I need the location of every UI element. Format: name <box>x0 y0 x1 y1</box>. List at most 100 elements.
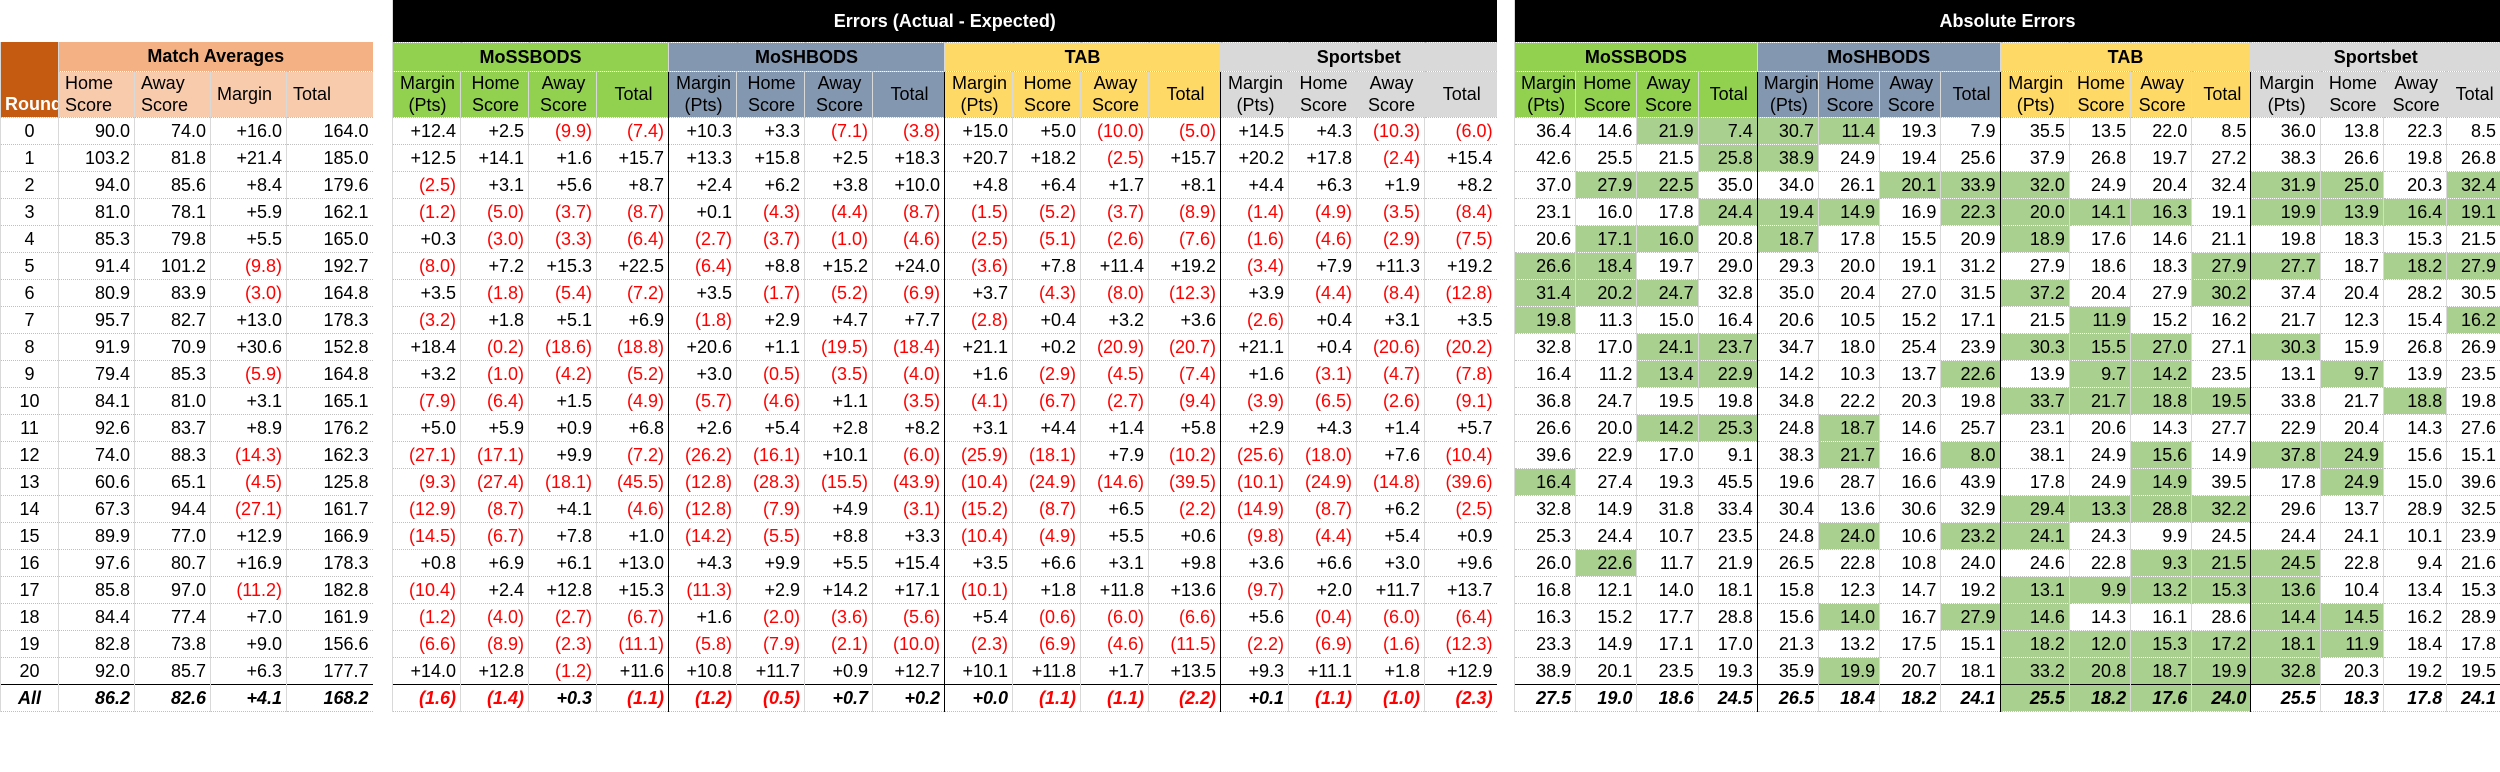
value-cell: 25.5 <box>2250 683 2321 712</box>
value-cell: (5.1) <box>1012 225 1081 253</box>
column-header: Away Score <box>1356 71 1425 118</box>
col-header-line1: Total <box>293 83 332 104</box>
value-cell: (2.3) <box>944 630 1013 658</box>
value-cell: 60.6 <box>58 468 135 496</box>
value-cell: +12.7 <box>872 657 945 685</box>
value-cell: +7.2 <box>460 252 529 280</box>
value-cell: +10.3 <box>668 117 737 145</box>
value-cell: 14.2 <box>1756 360 1819 388</box>
value-cell: 80.7 <box>134 549 211 577</box>
col-header-line2: Score <box>1583 95 1631 115</box>
value-cell: 24.9 <box>2319 468 2384 496</box>
value-cell: (3.0) <box>460 225 529 253</box>
value-cell: (7.8) <box>1423 360 1497 388</box>
value-cell: (11.3) <box>668 576 737 604</box>
value-cell: 30.2 <box>2191 279 2251 307</box>
col-header-line2: Score <box>1826 95 1874 115</box>
value-cell: (1.2) <box>392 198 461 226</box>
value-cell: 23.5 <box>1636 657 1699 685</box>
table-row: 17 85.8 97.0 (11.2) 182.8 <box>0 576 373 604</box>
column-header: Total <box>285 71 373 118</box>
value-cell: 177.7 <box>285 657 373 685</box>
value-cell: 17.0 <box>1575 333 1637 361</box>
value-cell: 185.0 <box>285 144 373 172</box>
table-row: 9 79.4 85.3 (5.9) 164.8 <box>0 360 373 388</box>
group-header: TAB <box>944 42 1221 72</box>
value-cell: +0.4 <box>1012 306 1081 334</box>
table-row: 18 84.4 77.4 +7.0 161.9 <box>0 603 373 631</box>
value-cell: +5.0 <box>1012 117 1081 145</box>
col-header-line2: Score <box>1091 95 1140 115</box>
value-cell: (1.2) <box>528 657 597 685</box>
value-cell: +1.0 <box>596 522 669 550</box>
value-cell: 16.8 <box>1513 576 1576 604</box>
value-cell: 22.8 <box>2068 549 2131 577</box>
value-cell: (6.0) <box>1423 117 1497 145</box>
value-cell: +9.0 <box>210 630 287 658</box>
value-cell: 20.0 <box>1575 414 1637 442</box>
value-cell: +0.2 <box>1012 333 1081 361</box>
table-row: 23.1 16.0 17.8 24.4 19.4 14.9 16.9 22.3 20.0 14.1… <box>1513 198 2500 226</box>
value-cell: 23.2 <box>1940 522 2001 550</box>
value-cell: (4.3) <box>736 198 805 226</box>
value-cell: 18.1 <box>1697 576 1758 604</box>
value-cell: (10.4) <box>1423 441 1497 469</box>
table-row: (8.0) +7.2 +15.3 +22.5 (6.4) +8.8 +15.2 +24.0 (3… <box>392 252 1497 280</box>
value-cell: 38.1 <box>1999 441 2070 469</box>
table-row: All 86.2 82.6 +4.1 168.2 <box>0 683 373 712</box>
value-cell: +11.3 <box>1356 252 1425 280</box>
value-cell: +5.0 <box>392 414 461 442</box>
table-row: 36.8 24.7 19.5 19.8 34.8 22.2 20.3 19.8 33.7 21.7… <box>1513 387 2500 415</box>
col-header-line1: Away <box>1646 72 1691 93</box>
value-cell: +3.3 <box>872 522 945 550</box>
value-cell: 164.0 <box>285 117 373 145</box>
value-cell: 20.6 <box>2068 414 2131 442</box>
value-cell: 14.9 <box>1575 495 1637 523</box>
value-cell: 13.4 <box>1636 360 1699 388</box>
value-cell: (14.6) <box>1080 468 1149 496</box>
value-cell: 8.5 <box>2446 117 2500 145</box>
value-cell: 17.7 <box>1636 603 1699 631</box>
value-cell: +11.7 <box>1356 576 1425 604</box>
value-cell: (2.3) <box>528 630 597 658</box>
value-cell: +12.5 <box>392 144 461 172</box>
col-header-line2: Score <box>1299 95 1348 115</box>
value-cell: (6.4) <box>1423 603 1497 631</box>
value-cell: 16.9 <box>1879 198 1941 226</box>
value-cell: 29.4 <box>1999 495 2070 523</box>
value-cell: 15.0 <box>2383 468 2447 496</box>
value-cell: +6.3 <box>210 657 287 685</box>
value-cell: 32.8 <box>1513 495 1576 523</box>
value-cell: 19.3 <box>1879 117 1941 145</box>
value-cell: (5.2) <box>1012 198 1081 226</box>
value-cell: 27.6 <box>2446 414 2500 442</box>
value-cell: (6.0) <box>872 441 945 469</box>
column-header: Margin (Pts) <box>668 71 737 118</box>
value-cell: (10.4) <box>392 576 461 604</box>
col-header-line2: Score <box>2392 95 2440 115</box>
round-cell: 3 <box>0 198 59 226</box>
value-cell: 17.6 <box>2068 225 2131 253</box>
value-cell: (5.9) <box>210 360 287 388</box>
column-header: Total <box>1148 71 1221 118</box>
value-cell: 24.1 <box>2319 522 2384 550</box>
round-cell: 10 <box>0 387 59 415</box>
column-header: Away Score <box>2130 71 2192 118</box>
table-row: (1.6) (1.4) +0.3 (1.1) (1.2) (0.5) +0.7 +0.2 +0.… <box>392 683 1497 712</box>
value-cell: (6.7) <box>596 603 669 631</box>
value-cell: 18.4 <box>1575 252 1637 280</box>
value-cell: (8.7) <box>1012 495 1081 523</box>
value-cell: +1.6 <box>1220 360 1289 388</box>
value-cell: +3.7 <box>944 279 1013 307</box>
table-row: 14 67.3 94.4 (27.1) 161.7 <box>0 495 373 523</box>
value-cell: +4.8 <box>944 171 1013 199</box>
value-cell: +12.4 <box>392 117 461 145</box>
value-cell: 25.3 <box>1697 414 1758 442</box>
value-cell: 19.5 <box>2191 387 2251 415</box>
value-cell: 16.4 <box>2383 198 2447 226</box>
value-cell: (14.9) <box>1220 495 1289 523</box>
value-cell: (3.5) <box>872 387 945 415</box>
value-cell: 25.5 <box>1575 144 1637 172</box>
value-cell: +0.4 <box>1288 306 1357 334</box>
value-cell: 24.7 <box>1575 387 1637 415</box>
